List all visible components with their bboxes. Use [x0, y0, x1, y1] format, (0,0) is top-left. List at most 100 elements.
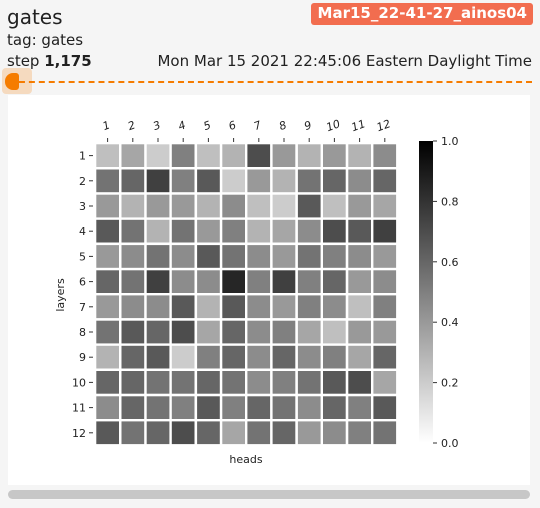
heatmap-cell — [222, 320, 245, 344]
y-tick-label: 12 — [72, 427, 86, 440]
heatmap-cell — [222, 245, 245, 268]
heatmap-cell — [146, 396, 170, 419]
heatmap-cell — [373, 345, 397, 369]
heatmap-cell — [323, 194, 346, 218]
heatmap-cell — [222, 194, 245, 218]
heatmap-cell — [96, 421, 119, 445]
heatmap-cell — [222, 345, 245, 369]
heatmap-cell — [348, 421, 371, 445]
x-tick-label: 12 — [375, 117, 393, 134]
heatmap-cell — [96, 194, 119, 218]
heatmap-cell — [171, 144, 195, 167]
heatmap-cell — [197, 219, 220, 243]
heatmap-cell — [373, 371, 397, 394]
heatmap-cell — [247, 371, 271, 394]
heatmap-cell — [171, 345, 195, 369]
heatmap-cell — [373, 396, 397, 419]
heatmap-cell — [373, 270, 397, 293]
x-axis-label: heads — [229, 453, 262, 466]
heatmap-cell — [197, 320, 220, 344]
heatmap-cell — [171, 371, 195, 394]
heatmap-cell — [121, 194, 145, 218]
heatmap-cell — [272, 345, 296, 369]
heatmap-cell — [197, 421, 220, 445]
x-tick-label: 9 — [302, 118, 313, 133]
heatmap-cell — [171, 295, 195, 319]
heatmap-cell — [297, 270, 321, 293]
heatmap-cell — [323, 421, 346, 445]
heatmap-cell — [272, 144, 296, 167]
heatmap-cell — [373, 144, 397, 167]
heatmap-cell — [323, 320, 346, 344]
heatmap-cell — [373, 295, 397, 319]
heatmap-cell — [146, 169, 170, 193]
heatmap-cell — [146, 345, 170, 369]
heatmap-cell — [121, 245, 145, 268]
x-tick-label: 11 — [350, 117, 368, 134]
heatmap-cell — [222, 270, 245, 293]
x-tick-label: 2 — [126, 118, 137, 133]
heatmap-cell — [197, 245, 220, 268]
heatmap-cell — [272, 169, 296, 193]
heatmap-cell — [146, 194, 170, 218]
heatmap-cell — [348, 345, 371, 369]
heatmap-cell — [348, 371, 371, 394]
heatmap-cell — [96, 169, 119, 193]
heatmap-cell — [96, 219, 119, 243]
heatmap-cell — [247, 295, 271, 319]
colorbar-tick-label: 0.6 — [441, 256, 459, 269]
heatmap-cell — [121, 396, 145, 419]
heatmap-cell — [272, 270, 296, 293]
heatmap-cell — [121, 345, 145, 369]
colorbar — [419, 141, 433, 443]
heatmap-cell — [297, 219, 321, 243]
heatmap-cell — [272, 421, 296, 445]
step-value: 1,175 — [44, 52, 92, 70]
heatmap-cell — [197, 396, 220, 419]
x-tick-label: 1 — [101, 118, 112, 133]
heatmap-cell — [348, 219, 371, 243]
heatmap-cell — [247, 245, 271, 268]
y-tick-label: 9 — [79, 351, 86, 364]
heatmap-cell — [323, 396, 346, 419]
heatmap-cell — [121, 144, 145, 167]
horizontal-scrollbar[interactable] — [8, 490, 530, 499]
heatmap-cell — [197, 345, 220, 369]
heatmap-cell — [222, 169, 245, 193]
heatmap-cell — [373, 320, 397, 344]
colorbar-tick-label: 0.0 — [441, 437, 459, 450]
heatmap-cell — [272, 371, 296, 394]
heatmap-cell — [197, 194, 220, 218]
heatmap-cell — [247, 345, 271, 369]
heatmap-cell — [121, 320, 145, 344]
heatmap-cell — [373, 245, 397, 268]
heatmap-cell — [348, 295, 371, 319]
heatmap-cell — [247, 169, 271, 193]
heatmap-cell — [297, 144, 321, 167]
step-slider-thumb[interactable] — [5, 73, 19, 90]
heatmap-cell — [146, 219, 170, 243]
heatmap-cell — [96, 245, 119, 268]
y-tick-label: 1 — [79, 150, 86, 163]
heatmap-cell — [272, 295, 296, 319]
heatmap-cell — [121, 219, 145, 243]
x-tick-label: 10 — [324, 117, 342, 134]
y-tick-label: 8 — [79, 326, 86, 339]
heatmap-cell — [247, 219, 271, 243]
heatmap-cell — [96, 295, 119, 319]
y-tick-label: 2 — [79, 175, 86, 188]
heatmap-cell — [247, 270, 271, 293]
y-tick-label: 6 — [79, 276, 86, 289]
heatmap-cell — [222, 295, 245, 319]
heatmap-cell — [146, 295, 170, 319]
y-tick-label: 3 — [79, 200, 86, 213]
step-slider-track[interactable] — [9, 81, 532, 85]
heatmap-cell — [348, 194, 371, 218]
heatmap-cell — [272, 396, 296, 419]
heatmap-cell — [146, 144, 170, 167]
x-tick-label: 8 — [277, 118, 288, 133]
heatmap-cell — [247, 144, 271, 167]
y-tick-label: 5 — [79, 250, 86, 263]
heatmap-cell — [171, 421, 195, 445]
heatmap-cell — [272, 194, 296, 218]
